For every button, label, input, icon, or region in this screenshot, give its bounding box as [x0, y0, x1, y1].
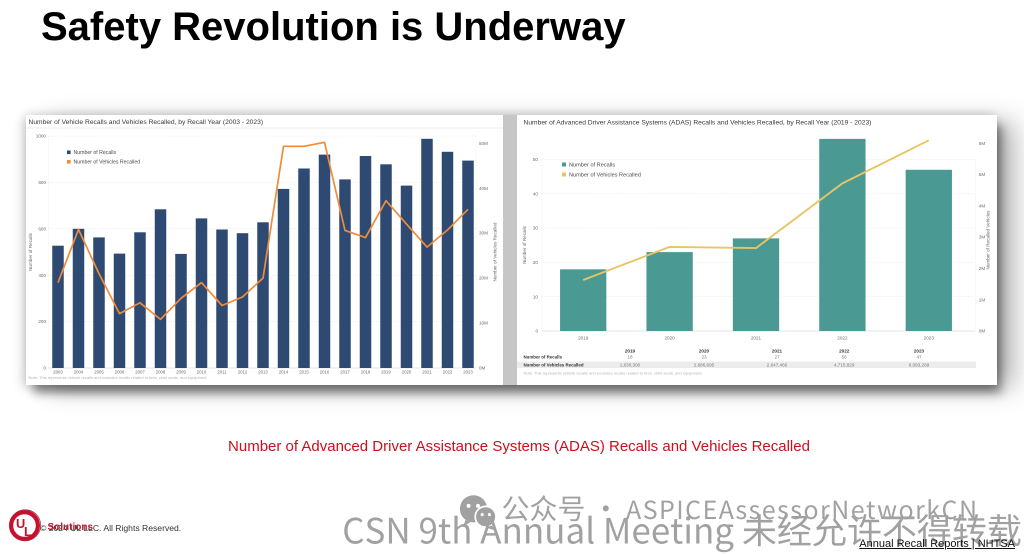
svg-text:2,647,466: 2,647,466: [766, 362, 787, 367]
svg-text:2020: 2020: [402, 370, 412, 375]
svg-text:2014: 2014: [279, 370, 289, 375]
svg-text:2012: 2012: [238, 370, 248, 375]
svg-text:4,715,829: 4,715,829: [833, 362, 854, 367]
svg-text:1000: 1000: [36, 134, 47, 139]
svg-text:Number of Recalls: Number of Recalls: [523, 355, 562, 360]
svg-text:2006: 2006: [115, 370, 125, 375]
svg-text:1,630,300: 1,630,300: [619, 362, 640, 367]
svg-text:Note: This represents vehicle: Note: This represents vehicle recalls an…: [523, 371, 702, 376]
svg-text:6M: 6M: [978, 141, 985, 146]
svg-text:2010: 2010: [197, 370, 207, 375]
svg-text:Number of Vehicles Recalled: Number of Vehicles Recalled: [523, 362, 583, 367]
svg-text:2023: 2023: [913, 349, 924, 354]
svg-text:0M: 0M: [978, 329, 985, 334]
svg-text:U: U: [16, 516, 25, 531]
svg-text:2003: 2003: [53, 370, 63, 375]
svg-text:23: 23: [701, 355, 707, 360]
svg-text:5M: 5M: [978, 172, 985, 177]
svg-text:2021: 2021: [750, 336, 761, 341]
svg-text:Number of Recalls: Number of Recalls: [569, 163, 615, 169]
svg-text:2013: 2013: [258, 370, 268, 375]
svg-text:2022: 2022: [837, 336, 848, 341]
svg-text:2022: 2022: [839, 349, 850, 354]
svg-text:2018: 2018: [361, 370, 371, 375]
svg-text:2021: 2021: [422, 370, 432, 375]
svg-text:40M: 40M: [479, 186, 488, 191]
svg-text:10: 10: [532, 294, 538, 299]
svg-text:Number of Advanced Driver Assi: Number of Advanced Driver Assistance Sys…: [523, 120, 871, 127]
svg-text:2M: 2M: [978, 266, 985, 271]
svg-text:2019: 2019: [381, 370, 391, 375]
svg-text:3M: 3M: [978, 235, 985, 240]
svg-text:2019: 2019: [578, 336, 589, 341]
svg-text:30: 30: [532, 226, 538, 231]
svg-text:2020: 2020: [698, 349, 709, 354]
svg-text:1M: 1M: [978, 297, 985, 302]
svg-text:2008: 2008: [156, 370, 166, 375]
svg-text:2022: 2022: [443, 370, 453, 375]
svg-text:50: 50: [532, 157, 538, 162]
svg-text:2,686,695: 2,686,695: [693, 362, 714, 367]
svg-text:20M: 20M: [479, 276, 488, 281]
svg-text:2017: 2017: [340, 370, 350, 375]
svg-text:2009: 2009: [176, 370, 186, 375]
svg-text:Number of Recalls: Number of Recalls: [522, 225, 527, 263]
svg-text:2005: 2005: [94, 370, 104, 375]
svg-text:600: 600: [38, 226, 46, 231]
svg-text:2021: 2021: [771, 349, 782, 354]
svg-text:50M: 50M: [479, 141, 488, 146]
svg-text:40: 40: [532, 191, 538, 196]
svg-text:Number of Vehicle Recalls and: Number of Vehicle Recalls and Vehicles R…: [29, 119, 264, 126]
svg-text:Number of Vehicles Recalled: Number of Vehicles Recalled: [493, 222, 498, 281]
svg-text:Note: This represents vehicle: Note: This represents vehicle recalls an…: [29, 375, 208, 380]
svg-text:Number of Vehicles Recalled: Number of Vehicles Recalled: [569, 173, 641, 179]
svg-text:4M: 4M: [978, 203, 985, 208]
svg-text:800: 800: [38, 180, 46, 185]
svg-text:L: L: [24, 524, 32, 539]
svg-text:6,093,269: 6,093,269: [908, 362, 929, 367]
svg-text:200: 200: [38, 319, 46, 324]
svg-text:30M: 30M: [479, 231, 488, 236]
svg-text:0: 0: [43, 366, 46, 371]
svg-text:27: 27: [774, 355, 780, 360]
svg-text:2023: 2023: [923, 336, 934, 341]
svg-text:10M: 10M: [479, 321, 488, 326]
svg-text:Number of Recalls: Number of Recalls: [28, 232, 33, 270]
svg-text:Number of Recalled Vehicles: Number of Recalled Vehicles: [985, 210, 990, 270]
svg-text:20: 20: [532, 260, 538, 265]
svg-text:56: 56: [841, 355, 847, 360]
svg-text:2004: 2004: [74, 370, 84, 375]
svg-text:0M: 0M: [479, 366, 486, 371]
svg-text:2016: 2016: [320, 370, 330, 375]
svg-text:Number of Vehicles Recalled: Number of Vehicles Recalled: [74, 160, 141, 166]
svg-text:Number of Recalls: Number of Recalls: [74, 150, 117, 156]
svg-text:47: 47: [916, 355, 922, 360]
svg-text:2023: 2023: [463, 370, 473, 375]
svg-text:18: 18: [627, 355, 633, 360]
svg-text:2020: 2020: [664, 336, 675, 341]
svg-text:0: 0: [535, 329, 538, 334]
svg-text:2015: 2015: [299, 370, 309, 375]
svg-text:2007: 2007: [135, 370, 145, 375]
svg-text:2011: 2011: [217, 370, 227, 375]
svg-text:400: 400: [38, 273, 46, 278]
svg-text:2019: 2019: [624, 349, 635, 354]
